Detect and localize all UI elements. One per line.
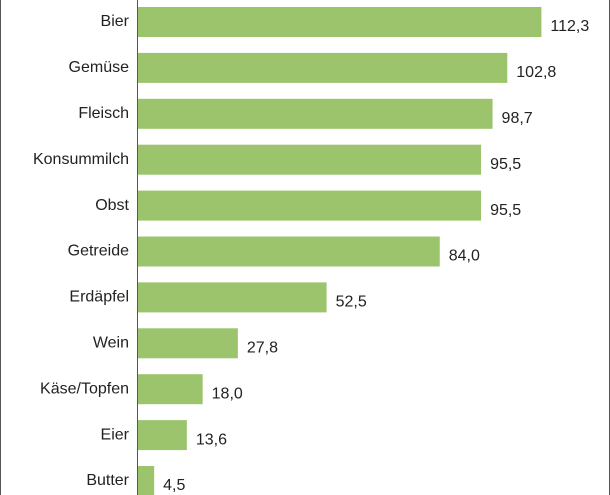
value-label: 4,5 — [163, 477, 185, 494]
y-tick-label: Butter — [86, 472, 129, 489]
y-tick-label: Eier — [101, 426, 130, 443]
y-tick-label: Obst — [95, 197, 129, 214]
bar — [138, 374, 203, 405]
value-label: 13,6 — [196, 431, 227, 448]
value-label: 95,5 — [490, 202, 521, 219]
y-tick-label: Fleisch — [78, 105, 129, 122]
value-label: 27,8 — [247, 340, 278, 357]
y-tick-label: Bier — [101, 13, 130, 30]
y-tick-label: Getreide — [68, 243, 129, 260]
bar — [138, 7, 542, 37]
bar — [138, 98, 493, 129]
value-label: 18,0 — [212, 385, 243, 402]
bar — [138, 236, 440, 267]
value-label: 52,5 — [336, 294, 367, 311]
y-tick-label: Konsummilch — [33, 151, 129, 168]
bar — [138, 282, 327, 313]
value-label: 112,3 — [550, 18, 589, 35]
y-tick-label: Käse/Topfen — [40, 380, 129, 397]
bar — [138, 52, 508, 83]
value-label: 95,5 — [490, 156, 521, 173]
y-tick-label: Gemüse — [69, 59, 130, 76]
bar — [138, 144, 482, 175]
y-tick-label: Erdäpfel — [69, 289, 129, 306]
bar — [138, 190, 482, 221]
bar — [138, 466, 155, 495]
value-label: 102,8 — [516, 64, 556, 81]
y-tick-label: Wein — [93, 335, 129, 352]
bar — [138, 328, 238, 359]
value-label: 84,0 — [449, 248, 480, 265]
value-label: 98,7 — [502, 110, 533, 127]
bar — [138, 420, 187, 451]
